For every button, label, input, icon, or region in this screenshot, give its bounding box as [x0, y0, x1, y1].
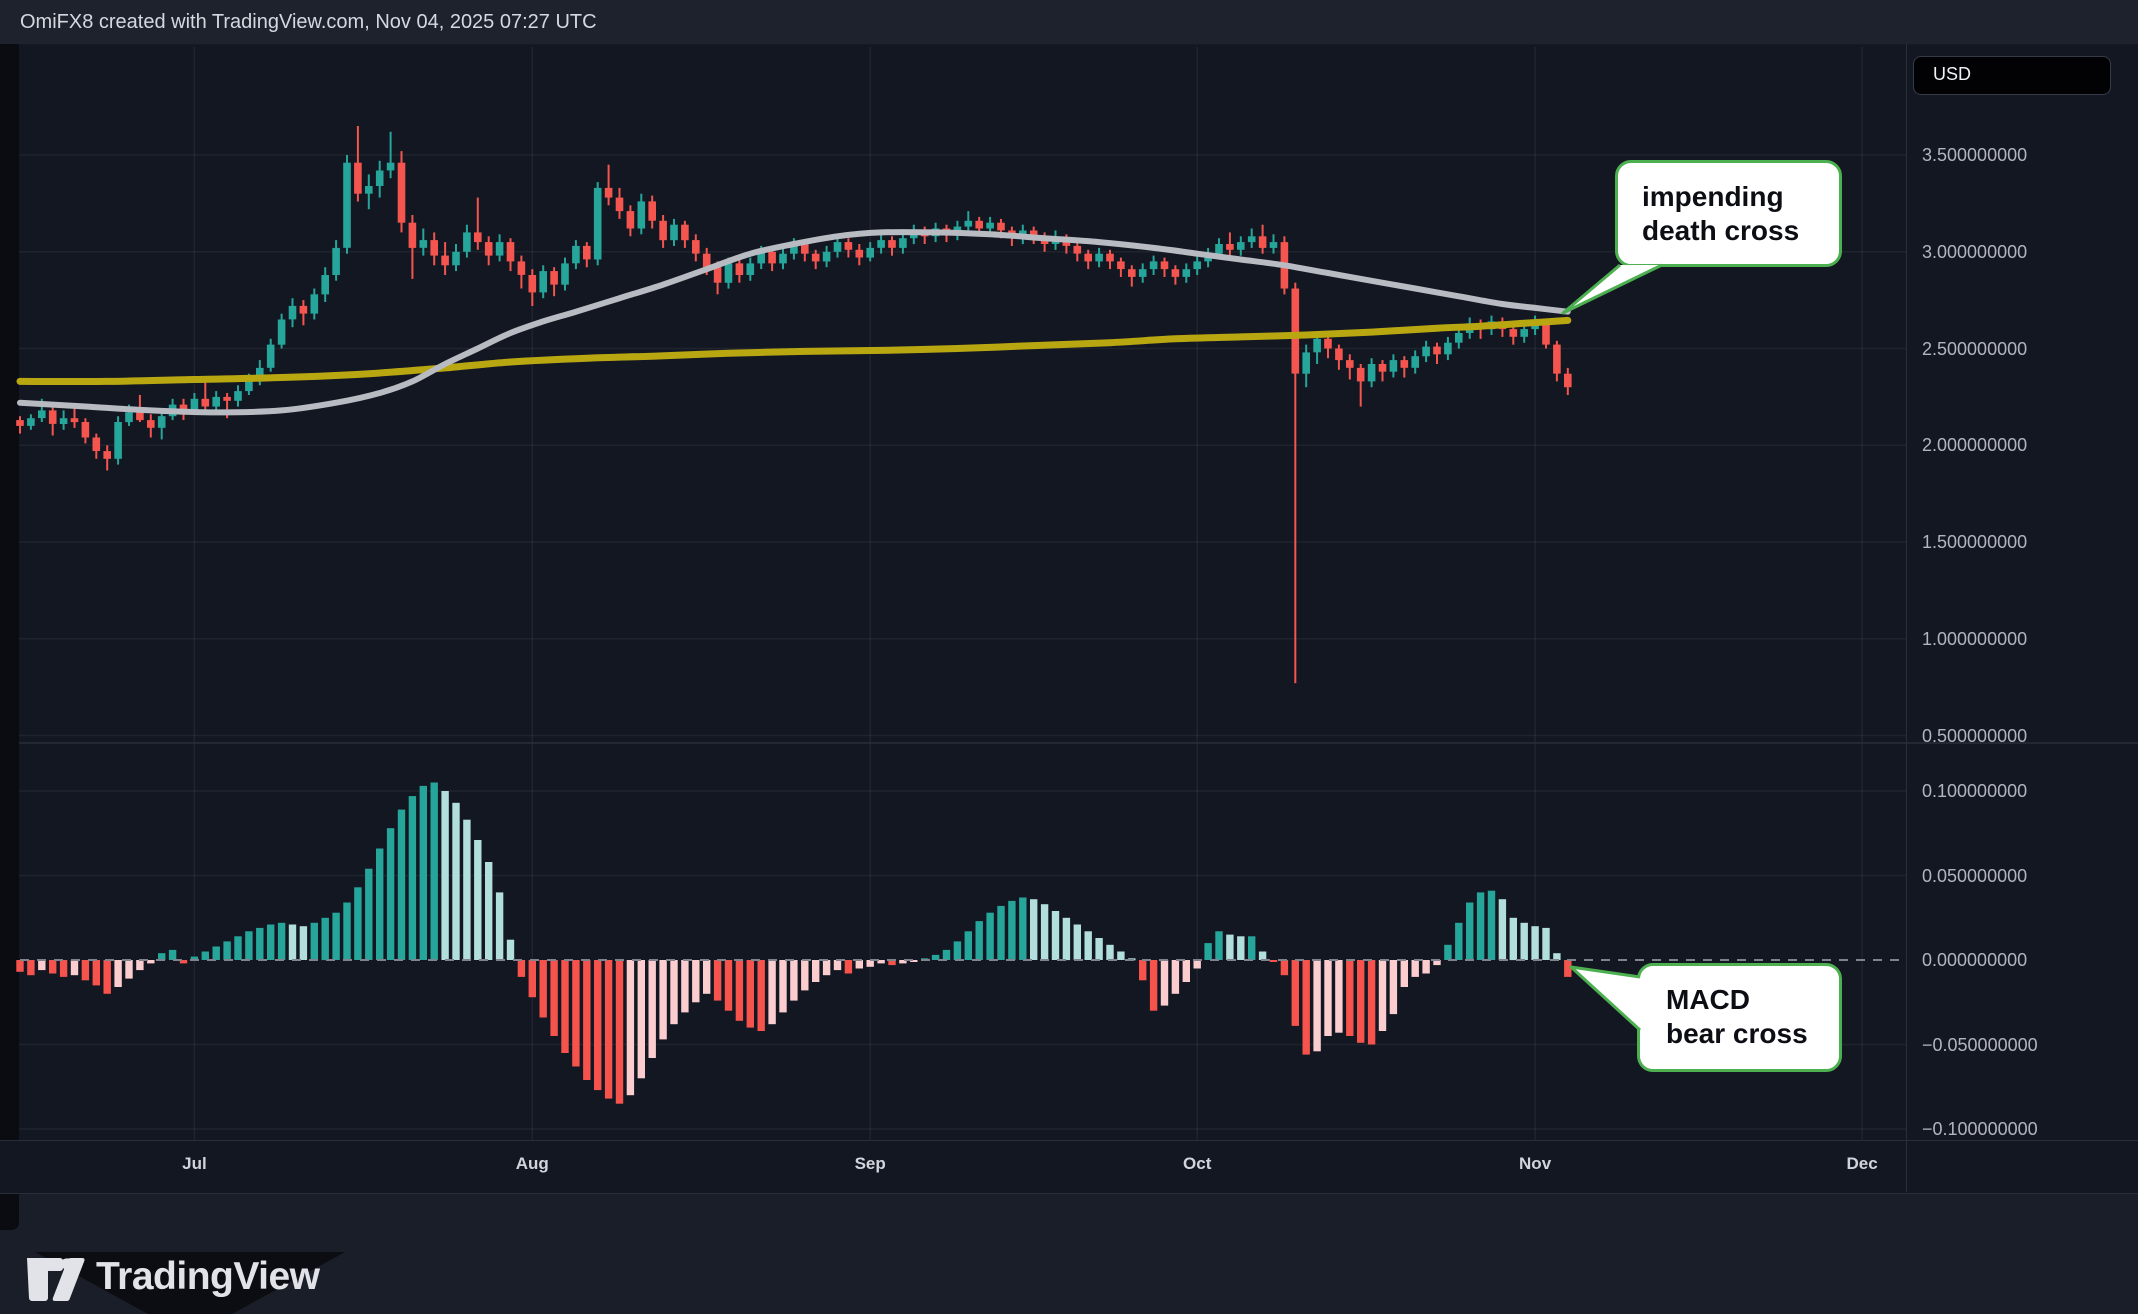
- usd-badge-label: USD: [1933, 64, 1972, 84]
- month-label: Oct: [1183, 1154, 1212, 1173]
- callout-death-cross-line1: impending: [1642, 181, 1784, 212]
- callout-death-cross-line2: death cross: [1642, 215, 1800, 246]
- callout-macd-line1: MACD: [1666, 984, 1750, 1015]
- macd-tick-label: 0.050000000: [1922, 865, 2028, 886]
- month-label: Jul: [182, 1154, 207, 1173]
- price-tick-label: 1.000000000: [1922, 628, 2028, 649]
- price-tick-label: 3.000000000: [1922, 241, 2028, 262]
- month-label: Aug: [515, 1154, 549, 1173]
- usd-badge[interactable]: USD: [1913, 56, 2111, 95]
- price-tick-label: 2.500000000: [1922, 338, 2028, 359]
- price-tick-label: 1.500000000: [1922, 532, 2028, 552]
- macd-tick-label: −0.100000000: [1922, 1119, 2038, 1139]
- watermark-bar: [0, 44, 19, 1230]
- macd-tick-label: −0.050000000: [1922, 1034, 2038, 1055]
- callout-macd-bear-cross[interactable]: MACD bear cross: [1637, 963, 1842, 1072]
- tradingview-logo-icon[interactable]: [26, 1256, 86, 1306]
- month-label: Nov: [1519, 1154, 1552, 1173]
- chart-title: OmiFX8 created with TradingView.com, Nov…: [20, 11, 597, 33]
- price-tick-label: 3.500000000: [1922, 145, 2028, 165]
- price-tick-label: 0.500000000: [1922, 725, 2028, 746]
- price-axis-column[interactable]: [1906, 44, 2138, 1192]
- macd-tick-label: 0.000000000: [1922, 950, 2028, 970]
- price-pane[interactable]: [19, 44, 1906, 743]
- branding-bar: [0, 1192, 2138, 1314]
- month-label: Sep: [854, 1154, 886, 1173]
- macd-tick-label: 0.100000000: [1922, 781, 2028, 801]
- callout-macd-line2: bear cross: [1666, 1018, 1808, 1049]
- time-axis[interactable]: [0, 1140, 2138, 1194]
- title-bar: OmiFX8 created with TradingView.com, Nov…: [0, 0, 2138, 44]
- price-tick-label: 2.000000000: [1922, 435, 2028, 456]
- tradingview-wordmark[interactable]: TradingView: [96, 1255, 320, 1298]
- macd-pane[interactable]: [19, 745, 1906, 1140]
- callout-death-cross[interactable]: impending death cross: [1615, 160, 1842, 267]
- month-label: Dec: [1846, 1154, 1878, 1173]
